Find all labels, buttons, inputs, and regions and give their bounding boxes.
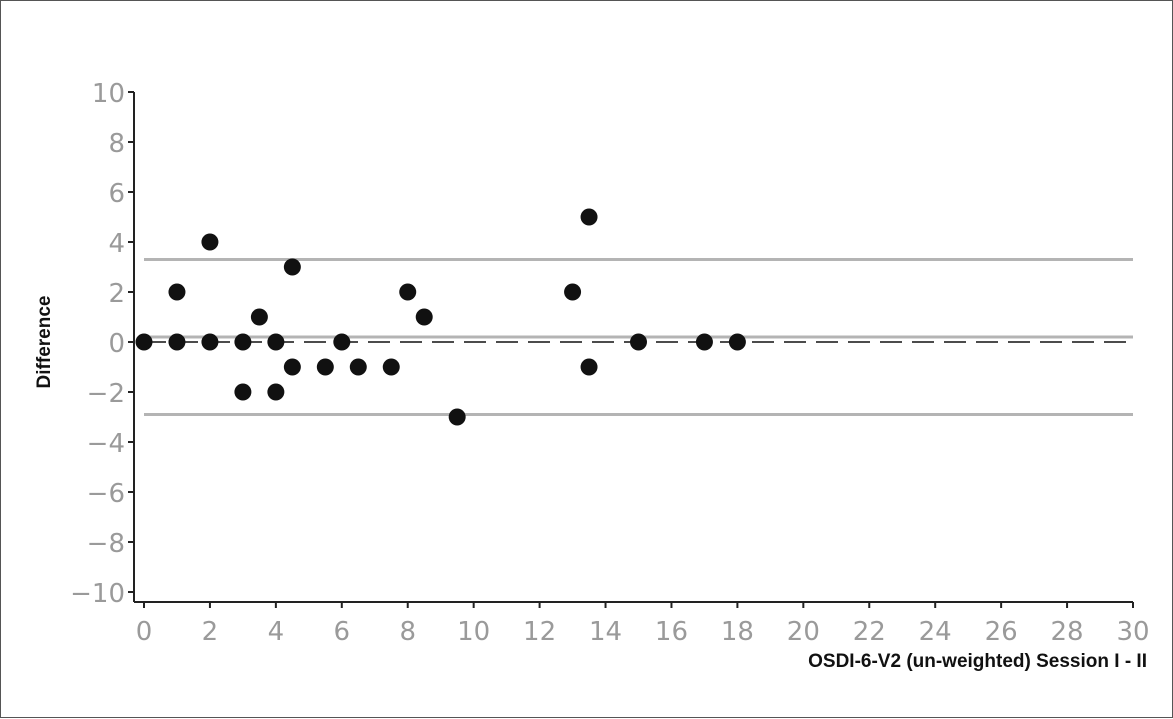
x-tick-label: 6 — [334, 617, 351, 647]
x-tick-label: 14 — [589, 617, 622, 647]
data-point — [415, 308, 433, 326]
data-point — [250, 308, 268, 326]
data-point — [399, 283, 417, 301]
data-point — [382, 358, 400, 376]
x-tick-label: 0 — [136, 617, 153, 647]
x-axis-ticks: 0 2 4 6 8 10 12 14 16 18 20 22 24 26 28 30 — [136, 602, 1150, 647]
data-point — [580, 358, 598, 376]
data-point — [728, 333, 746, 351]
x-tick-label: 4 — [268, 617, 285, 647]
x-tick-label: 12 — [523, 617, 556, 647]
x-tick-label: 22 — [853, 617, 886, 647]
data-point — [564, 283, 582, 301]
data-point — [349, 358, 367, 376]
y-tick-label: −6 — [87, 479, 125, 509]
y-tick-label: 4 — [108, 229, 125, 259]
data-point — [267, 383, 285, 401]
data-point — [234, 333, 252, 351]
data-point — [267, 333, 285, 351]
x-tick-label: 10 — [457, 617, 490, 647]
data-point — [168, 283, 186, 301]
x-tick-label: 16 — [655, 617, 688, 647]
x-tick-label: 2 — [202, 617, 219, 647]
x-tick-label: 8 — [399, 617, 416, 647]
data-point — [168, 333, 186, 351]
x-tick-label: 18 — [721, 617, 754, 647]
y-tick-label: 0 — [108, 329, 125, 359]
x-tick-label: 30 — [1116, 617, 1149, 647]
y-tick-label: −2 — [87, 379, 125, 409]
data-point — [135, 333, 153, 351]
y-tick-label: 2 — [108, 279, 125, 309]
x-tick-label: 26 — [985, 617, 1018, 647]
data-point — [283, 258, 301, 276]
data-point — [201, 233, 219, 251]
y-axis-title: Difference — [34, 296, 55, 389]
data-point — [448, 408, 466, 426]
y-tick-label: −10 — [70, 579, 125, 609]
data-point — [234, 383, 252, 401]
x-tick-label: 28 — [1051, 617, 1084, 647]
data-point — [695, 333, 713, 351]
data-point — [630, 333, 647, 351]
y-tick-label: 6 — [108, 179, 125, 209]
data-point — [316, 358, 334, 376]
data-points — [135, 208, 746, 426]
y-tick-label: 8 — [108, 129, 125, 159]
data-point — [283, 358, 301, 376]
y-tick-label: −4 — [87, 429, 125, 459]
data-point — [201, 333, 219, 351]
y-tick-label: −8 — [87, 529, 125, 559]
data-point — [333, 333, 351, 351]
x-tick-label: 20 — [787, 617, 820, 647]
y-tick-label: 10 — [92, 79, 125, 109]
x-axis-title: OSDI-6-V2 (un-weighted) Session I - II — [808, 651, 1147, 672]
data-point — [580, 208, 598, 226]
x-tick-label: 24 — [919, 617, 952, 647]
y-axis-ticks: 10 8 6 4 2 0 −2 −4 −6 −8 −10 — [70, 79, 134, 609]
